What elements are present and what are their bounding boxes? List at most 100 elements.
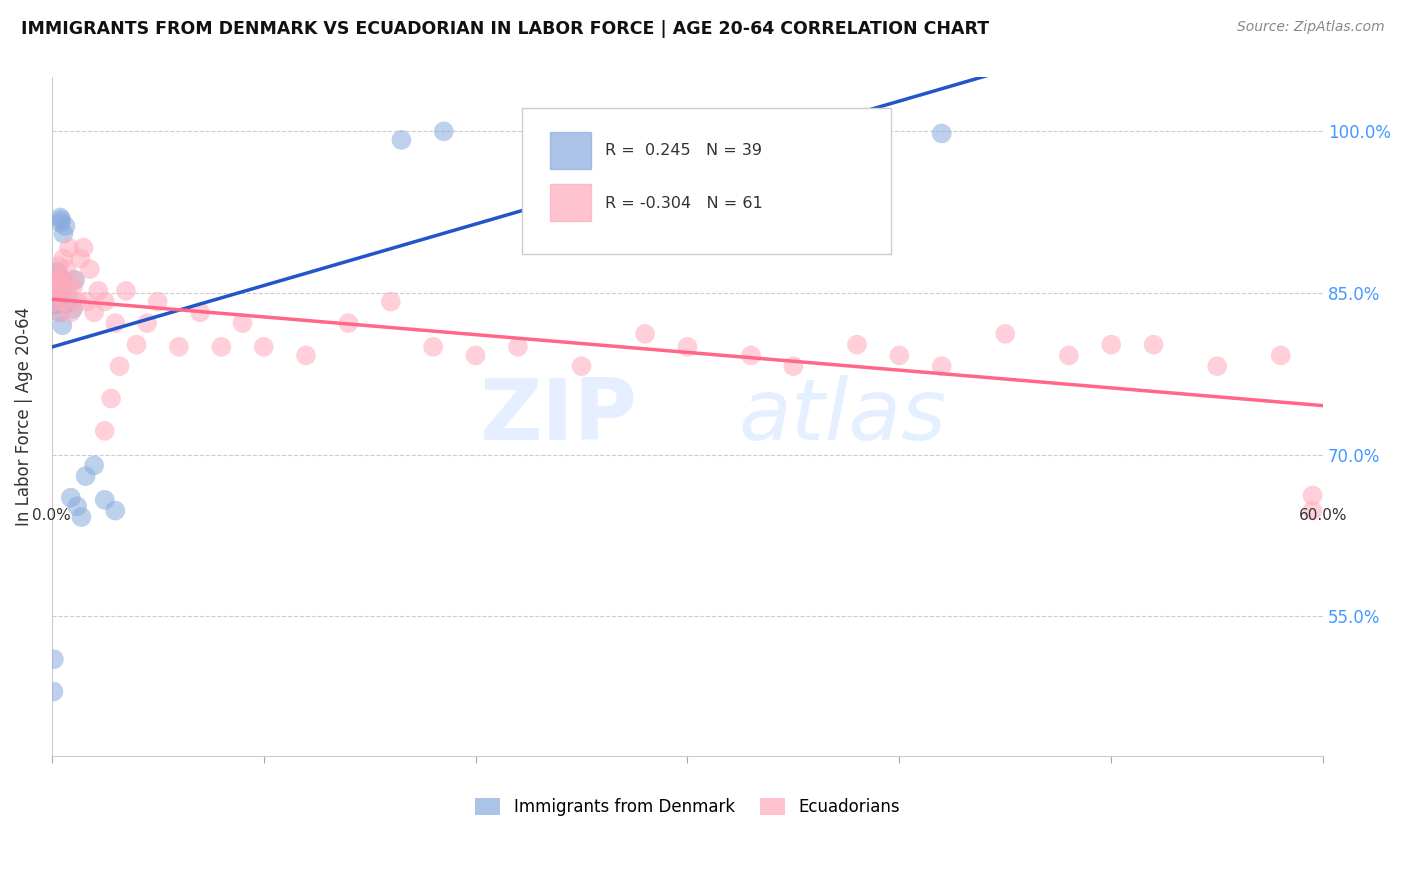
Point	[931, 127, 953, 141]
Point	[1099, 337, 1122, 351]
Point	[44, 277, 66, 292]
Point	[83, 305, 105, 319]
Point	[740, 348, 762, 362]
Point	[146, 294, 169, 309]
Point	[100, 392, 122, 406]
Point	[48, 296, 70, 310]
Point	[55, 296, 77, 310]
Point	[48, 267, 70, 281]
Text: ZIP: ZIP	[479, 376, 637, 458]
Point	[464, 348, 486, 362]
Point	[66, 294, 89, 309]
Point	[93, 294, 115, 309]
Point	[51, 318, 73, 333]
Point	[337, 316, 360, 330]
Point	[380, 294, 402, 309]
Point	[46, 284, 69, 298]
Point	[46, 296, 69, 310]
Point	[42, 288, 65, 302]
Point	[1057, 348, 1080, 362]
Point	[1302, 489, 1324, 503]
Bar	[550, 184, 591, 221]
Point	[209, 340, 232, 354]
Point	[782, 359, 804, 374]
FancyBboxPatch shape	[522, 108, 891, 254]
Point	[45, 269, 67, 284]
Point	[49, 211, 72, 225]
Point	[1302, 503, 1324, 517]
Point	[48, 259, 70, 273]
Point	[59, 305, 82, 319]
Text: IMMIGRANTS FROM DENMARK VS ECUADORIAN IN LABOR FORCE | AGE 20-64 CORRELATION CHA: IMMIGRANTS FROM DENMARK VS ECUADORIAN IN…	[21, 20, 990, 37]
Point	[167, 340, 190, 354]
Point	[79, 262, 101, 277]
Point	[49, 273, 72, 287]
Point	[433, 124, 456, 138]
Point	[889, 348, 911, 362]
Text: R =  0.245   N = 39: R = 0.245 N = 39	[605, 143, 762, 158]
Point	[104, 316, 127, 330]
Point	[59, 491, 82, 505]
Point	[58, 241, 80, 255]
Point	[48, 305, 70, 319]
Point	[634, 326, 657, 341]
Point	[70, 510, 93, 524]
Point	[782, 135, 804, 149]
Point	[846, 337, 869, 351]
Point	[72, 241, 94, 255]
Point	[49, 305, 72, 319]
Point	[83, 458, 105, 473]
Point	[1206, 359, 1229, 374]
Point	[51, 212, 73, 227]
Point	[69, 252, 91, 266]
Point	[45, 264, 67, 278]
Point	[1270, 348, 1292, 362]
Point	[1142, 337, 1164, 351]
Point	[994, 326, 1017, 341]
Point	[49, 216, 72, 230]
Point	[62, 280, 84, 294]
Point	[52, 252, 75, 266]
Point	[49, 296, 72, 310]
Point	[188, 305, 211, 319]
Point	[104, 503, 127, 517]
Point	[62, 302, 84, 317]
Point	[45, 294, 67, 309]
Point	[51, 273, 73, 287]
Point	[46, 285, 69, 300]
Point	[55, 219, 77, 234]
Point	[45, 273, 67, 287]
Point	[45, 277, 67, 292]
Point	[46, 273, 69, 287]
Point	[53, 294, 76, 309]
Point	[136, 316, 159, 330]
Bar	[550, 132, 591, 169]
Point	[295, 348, 318, 362]
Point	[571, 359, 593, 374]
Legend: Immigrants from Denmark, Ecuadorians: Immigrants from Denmark, Ecuadorians	[468, 791, 907, 822]
Text: 0.0%: 0.0%	[32, 508, 72, 524]
Point	[49, 288, 72, 302]
Point	[125, 337, 148, 351]
Point	[93, 492, 115, 507]
Point	[66, 500, 89, 514]
Point	[931, 359, 953, 374]
Point	[44, 273, 66, 287]
Point	[56, 284, 79, 298]
Point	[253, 340, 276, 354]
Point	[231, 316, 253, 330]
Point	[58, 291, 80, 305]
Point	[93, 424, 115, 438]
Point	[42, 684, 65, 698]
Point	[42, 652, 65, 666]
Point	[53, 296, 76, 310]
Point	[389, 133, 412, 147]
Point	[76, 294, 98, 309]
Point	[44, 296, 66, 310]
Point	[115, 284, 138, 298]
Point	[44, 291, 66, 305]
Point	[63, 273, 86, 287]
Point	[42, 299, 65, 313]
Text: R = -0.304   N = 61: R = -0.304 N = 61	[605, 195, 762, 211]
Text: Source: ZipAtlas.com: Source: ZipAtlas.com	[1237, 20, 1385, 34]
